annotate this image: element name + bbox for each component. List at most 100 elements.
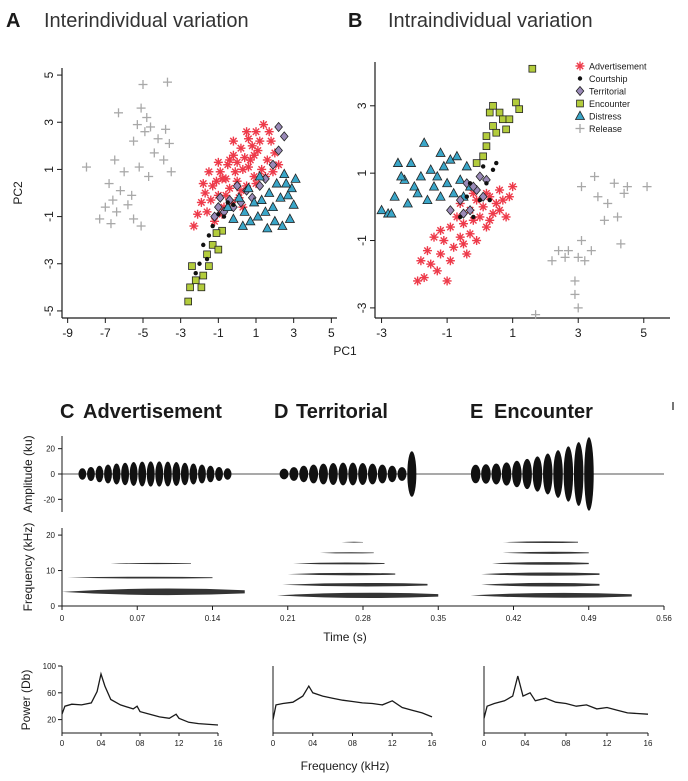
panel-A-territorial-point-shape xyxy=(274,121,283,133)
panel-B-advertisement-point-ray xyxy=(443,277,451,285)
legend-territorial-label: Territorial xyxy=(589,87,626,97)
panel-B-advertisement-point xyxy=(488,209,498,219)
panel-C-waveform-pulse xyxy=(163,461,172,487)
panel-A-advertisement-point-ray xyxy=(256,137,264,145)
panel-C-waveform-pulse xyxy=(223,468,232,480)
panel-B-encounter-point xyxy=(489,122,497,130)
panel-B-distress-point xyxy=(396,170,407,181)
panel-B-distress-point xyxy=(422,194,433,205)
panel-A-territorial-point xyxy=(274,145,283,156)
panel-A-encounter-point xyxy=(184,297,192,306)
panel-B-advertisement-point xyxy=(478,202,488,212)
panel-A-ytick-label: 3 xyxy=(42,119,56,126)
panel-B-release-point xyxy=(622,182,632,192)
panel-A-advertisement-point-ray xyxy=(250,151,258,159)
panel-B-release-point xyxy=(642,182,652,192)
panel-B-advertisement-point xyxy=(462,249,472,259)
panel-D-waveform-pulse xyxy=(387,465,397,483)
panel-E-letter: E xyxy=(470,401,483,423)
panel-C-waveform-pulse xyxy=(206,465,215,483)
panel-C-spectrogram-band xyxy=(110,562,191,565)
panel-B-advertisement-point-ray xyxy=(446,223,455,231)
panel-A-advertisement-point-ray xyxy=(212,177,221,185)
panel-B-advertisement-point xyxy=(485,215,495,225)
panel-C-waveform-pulse xyxy=(189,463,198,485)
panel-E-waveform-pulse xyxy=(563,446,574,502)
panel-B-ytick-label: -1 xyxy=(355,235,369,246)
panel-B-advertisement-point xyxy=(508,182,518,192)
panel-B-ytick-label: 1 xyxy=(355,170,369,177)
panel-A-advertisement-point-ray xyxy=(225,156,234,164)
panel-B-advertisement-point xyxy=(445,256,455,266)
legend-advertisement-label: Advertisement xyxy=(589,62,647,72)
panel-A-release-point xyxy=(100,202,110,212)
panel-B-encounter-point xyxy=(485,108,494,117)
panel-A-courtship-point-shape xyxy=(193,270,198,276)
panel-B-distress-point-shape xyxy=(451,150,463,161)
panel-B-advertisement-point xyxy=(501,212,511,222)
panel-A-release-point xyxy=(95,214,105,224)
panel-A-territorial-point xyxy=(274,121,283,133)
panel-A-distress-point-shape xyxy=(254,170,265,181)
panel-B-encounter-point xyxy=(489,101,497,110)
panel-E-spectrogram-band xyxy=(481,572,600,576)
panel-E-waveform-pulse xyxy=(584,437,594,511)
panel-A-encounter-point xyxy=(214,245,223,254)
panel-B-release-point xyxy=(547,256,557,266)
panel-B-encounter-point xyxy=(502,125,510,134)
panel-D-spectrum-xtick-label: 12 xyxy=(388,739,397,748)
panel-B-encounter-point xyxy=(472,159,481,167)
panel-A-advertisement-point-ray xyxy=(216,168,224,176)
time-tick-label: 0 xyxy=(60,614,65,623)
panel-B-xtick-label: 5 xyxy=(640,326,647,340)
panel-B-courtship-point-shape xyxy=(494,160,499,166)
panel-A-advertisement-point xyxy=(243,162,253,172)
panel-B-release-point xyxy=(573,303,583,313)
panel-B-distress-point-shape xyxy=(441,177,453,188)
panel-A-territorial-point-shape xyxy=(225,194,234,206)
panel-E-spectrum-xtick-label: 0 xyxy=(482,739,487,748)
panel-A-distress-point-shape xyxy=(275,192,286,202)
panel-A-ytick-label: -5 xyxy=(42,305,56,316)
panel-C-spectrogram-band xyxy=(62,588,245,596)
panel-A-distress-point xyxy=(252,210,264,221)
panel-A-advertisement-point xyxy=(221,174,231,184)
panel-B-advertisement-point xyxy=(422,246,432,256)
panel-B-advertisement-point-ray xyxy=(486,193,494,201)
panel-D-waveform-pulse xyxy=(407,451,417,497)
panel-B-advertisement-point-ray xyxy=(449,243,458,251)
panel-B-encounter-point-shape xyxy=(482,132,491,140)
panel-D-spectrogram-band xyxy=(282,582,428,587)
panel-A-advertisement-point xyxy=(228,136,238,146)
panel-E-title: Encounter xyxy=(494,401,593,423)
panel-B-advertisement-point-ray xyxy=(423,246,432,255)
panel-B-advertisement-point-ray xyxy=(427,260,435,268)
panel-A-advertisement-point xyxy=(262,155,272,165)
panel-A-territorial-point xyxy=(232,180,242,192)
panel-B-advertisement-point xyxy=(459,239,468,249)
panel-C-letter: C xyxy=(60,401,74,423)
panel-B-advertisement-point xyxy=(495,205,505,215)
panel-A-release-point xyxy=(127,190,137,200)
panel-B-distress-point-shape xyxy=(396,170,407,181)
panel-B-release-point xyxy=(593,192,603,202)
panel-A-distress-point xyxy=(248,196,260,207)
panel-B-advertisement-point xyxy=(419,273,429,283)
panel-B-territorial-point-shape xyxy=(465,205,475,216)
panel-B-distress-point xyxy=(386,207,397,218)
panel-D-waveform-pulse xyxy=(348,462,358,486)
panel-A-advertisement-point-ray xyxy=(201,189,209,197)
panel-A-courtship-point-shape xyxy=(210,223,215,229)
panel-D-title: Territorial xyxy=(296,401,388,423)
panel-A-release-point xyxy=(146,122,156,132)
panel-A-distress-point-shape xyxy=(264,187,275,197)
panel-B-distress-point xyxy=(392,157,404,167)
panel-E-spectrum-xtick-label: 12 xyxy=(603,739,612,748)
panel-B-territorial-point xyxy=(446,205,455,216)
panel-A-encounter-point-shape xyxy=(208,241,217,249)
panel-E-spectrogram-band xyxy=(502,551,589,554)
legend-encounter-marker xyxy=(576,99,584,108)
panel-E-spectrogram-band xyxy=(502,541,578,543)
panel-A-advertisement-point xyxy=(266,136,276,146)
panel-E-spectrum-xtick-label: 16 xyxy=(644,739,653,748)
